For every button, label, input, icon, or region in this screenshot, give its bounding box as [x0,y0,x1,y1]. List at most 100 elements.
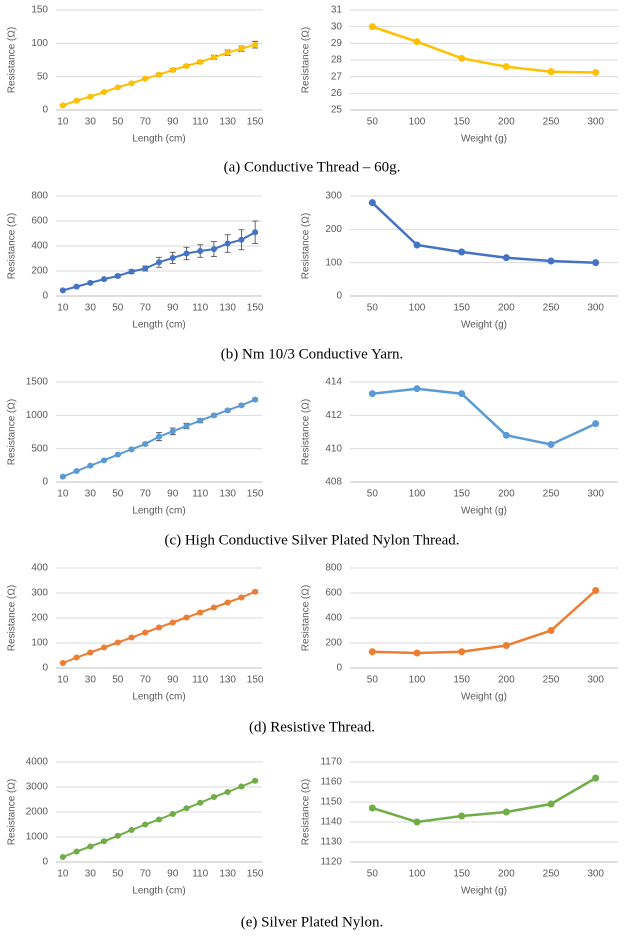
data-point [547,257,555,265]
caption: (b) Nm 10/3 Conductive Yarn. [221,346,404,362]
chart: 10 30 50 70 90 110 130 150 0 1000 2000 3000 4000 Leng… [7,757,264,897]
x-tick-label: 50 [367,303,379,314]
data-point [252,777,259,784]
x-tick-label: 50 [367,117,379,128]
y-tick-label: 28 [331,55,343,66]
data-point [547,441,555,448]
data-point [156,259,162,266]
x-tick-label: 70 [140,117,152,128]
data-point [87,649,94,656]
x-tick-label: 150 [247,489,264,500]
data-point [413,385,421,393]
data-point [183,63,190,69]
y-tick-label: 50 [37,71,49,82]
caption: (d) Resistive Thread. [249,719,375,735]
x-axis-label: Weight (g) [461,134,507,145]
data-point [458,812,466,820]
y-tick-label: 1150 [320,797,342,808]
y-tick-label: 150 [31,5,48,16]
x-tick-label: 130 [219,117,236,128]
y-axis-label: Resistance (Ω) [301,213,312,279]
data-point [156,624,162,631]
data-point [252,229,259,236]
x-tick-label: 110 [192,117,208,128]
x-tick-label: 100 [409,489,426,500]
x-axis-label: Length (cm) [132,134,185,145]
data-point [59,102,66,109]
data-point [224,49,231,56]
data-point [368,199,376,207]
data-point [210,246,217,253]
y-tick-label: 3000 [26,782,49,793]
x-tick-label: 110 [192,303,208,314]
x-tick-label: 200 [498,489,515,500]
data-point [114,273,121,279]
data-point [547,627,555,634]
x-tick-label: 130 [219,303,236,314]
x-tick-label: 150 [247,869,264,880]
data-point [142,629,149,636]
data-point [101,838,108,845]
x-tick-label: 30 [85,675,97,686]
y-tick-label: 1130 [320,837,342,848]
x-tick-label: 300 [587,489,604,500]
y-tick-label: 1140 [320,817,342,828]
data-point [73,97,80,104]
x-tick-label: 150 [247,675,264,686]
x-tick-label: 300 [587,117,604,128]
x-axis-label: Weight (g) [461,506,507,517]
y-tick-label: 600 [31,216,48,227]
x-tick-label: 50 [112,489,124,500]
x-tick-label: 50 [367,869,379,880]
x-axis-label: Length (cm) [132,886,185,897]
data-point [169,254,176,261]
y-axis-label: Resistance (Ω) [7,585,18,651]
y-tick-label: 300 [325,191,342,202]
x-tick-label: 250 [543,869,560,880]
data-point [502,431,510,439]
y-tick-label: 1500 [26,377,49,388]
x-tick-label: 150 [453,869,470,880]
data-point [413,241,421,249]
data-point [183,250,190,257]
x-tick-label: 90 [167,675,179,686]
data-point [169,811,176,817]
data-point [502,642,510,649]
y-tick-label: 1000 [26,410,49,421]
x-tick-label: 110 [192,489,208,500]
x-tick-label: 90 [167,869,179,880]
data-point [197,799,204,806]
data-point [413,649,421,657]
x-tick-label: 50 [112,675,124,686]
y-tick-label: 412 [325,410,342,421]
data-point [73,654,80,661]
y-tick-label: 0 [42,105,48,116]
chart: 1120 1130 1140 1150 1160 1170 50 100 150 200 250 30… [301,757,618,897]
data-point [169,619,176,626]
y-tick-label: 400 [31,563,48,574]
y-tick-label: 1000 [26,832,49,843]
data-point [502,808,510,816]
data-point [210,54,217,61]
y-axis-label: Resistance (Ω) [301,779,312,845]
y-tick-label: 0 [42,477,48,488]
data-point [142,265,149,272]
data-line [372,387,597,446]
x-tick-label: 50 [367,489,379,500]
caption: (a) Conductive Thread – 60g. [224,159,401,175]
x-tick-label: 30 [85,869,97,880]
chart: 10 30 50 70 90 110 130 150 0 100 200 300 400 Length (… [7,563,264,703]
data-point [87,462,94,469]
data-point [142,441,149,447]
x-tick-label: 150 [453,303,470,314]
data-line [371,25,596,74]
data-point [101,457,108,464]
x-tick-label: 150 [247,303,264,314]
y-tick-label: 100 [325,257,342,268]
x-tick-label: 10 [57,117,69,128]
data-point [592,420,600,428]
data-point [183,423,190,429]
y-tick-label: 31 [331,5,343,16]
y-tick-label: 4000 [26,757,49,768]
